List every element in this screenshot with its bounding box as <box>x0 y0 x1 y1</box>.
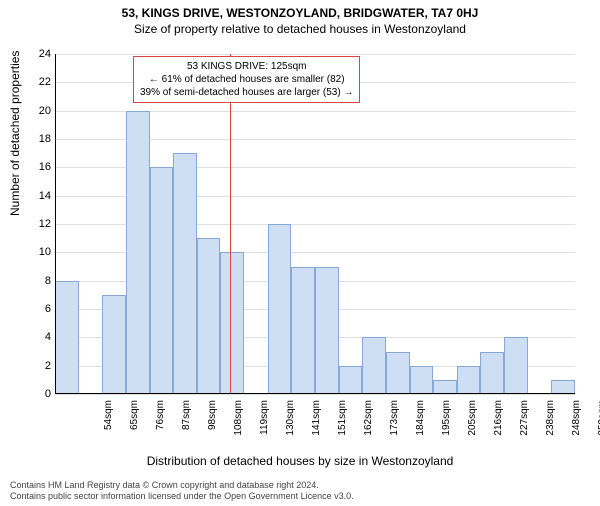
bar <box>386 352 410 395</box>
footer-line-1: Contains HM Land Registry data © Crown c… <box>10 480 354 491</box>
x-tick-label: 173sqm <box>389 400 400 450</box>
bar <box>150 167 174 394</box>
annotation-line: 39% of semi-detached houses are larger (… <box>140 86 353 99</box>
bar <box>362 337 386 394</box>
bar <box>410 366 434 394</box>
chart-title-main: 53, KINGS DRIVE, WESTONZOYLAND, BRIDGWAT… <box>0 6 600 20</box>
x-tick-label: 108sqm <box>233 400 244 450</box>
x-tick-label: 195sqm <box>441 400 452 450</box>
bar <box>551 380 575 394</box>
x-tick-label: 216sqm <box>493 400 504 450</box>
y-tick-label: 18 <box>31 133 51 145</box>
bar <box>220 252 244 394</box>
x-tick-label: 130sqm <box>285 400 296 450</box>
x-tick-label: 227sqm <box>519 400 530 450</box>
x-tick-label: 162sqm <box>363 400 374 450</box>
bar <box>197 238 221 394</box>
x-tick-label: 76sqm <box>155 400 166 450</box>
y-tick-label: 2 <box>31 360 51 372</box>
annotation-box: 53 KINGS DRIVE: 125sqm← 61% of detached … <box>133 56 360 103</box>
bar <box>339 366 363 394</box>
y-tick-label: 8 <box>31 275 51 287</box>
y-tick-label: 10 <box>31 246 51 258</box>
y-tick-label: 20 <box>31 105 51 117</box>
bar <box>433 380 457 394</box>
x-tick-label: 205sqm <box>467 400 478 450</box>
bar <box>102 295 126 394</box>
x-tick-label: 248sqm <box>571 400 582 450</box>
bar <box>457 366 481 394</box>
chart-title-sub: Size of property relative to detached ho… <box>0 22 600 36</box>
bar <box>173 153 197 394</box>
y-tick-label: 14 <box>31 190 51 202</box>
y-tick-label: 24 <box>31 48 51 60</box>
footer-line-2: Contains public sector information licen… <box>10 491 354 502</box>
x-axis-label: Distribution of detached houses by size … <box>0 454 600 468</box>
bar <box>268 224 292 394</box>
bar <box>55 281 79 394</box>
y-tick-label: 6 <box>31 303 51 315</box>
x-tick-label: 119sqm <box>259 400 270 450</box>
bar <box>315 267 339 395</box>
footer-attribution: Contains HM Land Registry data © Crown c… <box>10 480 354 503</box>
y-tick-label: 22 <box>31 76 51 88</box>
x-tick-label: 65sqm <box>129 400 140 450</box>
bar <box>504 337 528 394</box>
x-tick-label: 238sqm <box>545 400 556 450</box>
x-tick-label: 54sqm <box>103 400 114 450</box>
bar <box>126 111 150 394</box>
x-tick-label: 184sqm <box>415 400 426 450</box>
annotation-line: 53 KINGS DRIVE: 125sqm <box>140 60 353 73</box>
y-tick-label: 16 <box>31 161 51 173</box>
gridline <box>55 394 575 395</box>
x-tick-label: 141sqm <box>311 400 322 450</box>
gridline <box>55 54 575 55</box>
y-axis-label: Number of detached properties <box>8 51 22 216</box>
y-tick-label: 12 <box>31 218 51 230</box>
x-tick-label: 98sqm <box>207 400 218 450</box>
bar <box>291 267 315 395</box>
bar <box>480 352 504 395</box>
y-tick-label: 4 <box>31 331 51 343</box>
x-tick-label: 151sqm <box>337 400 348 450</box>
chart-plot-area: 02468101214161820222454sqm65sqm76sqm87sq… <box>55 54 575 394</box>
annotation-line: ← 61% of detached houses are smaller (82… <box>140 73 353 86</box>
y-tick-label: 0 <box>31 388 51 400</box>
reference-vline <box>230 54 232 394</box>
x-tick-label: 87sqm <box>181 400 192 450</box>
